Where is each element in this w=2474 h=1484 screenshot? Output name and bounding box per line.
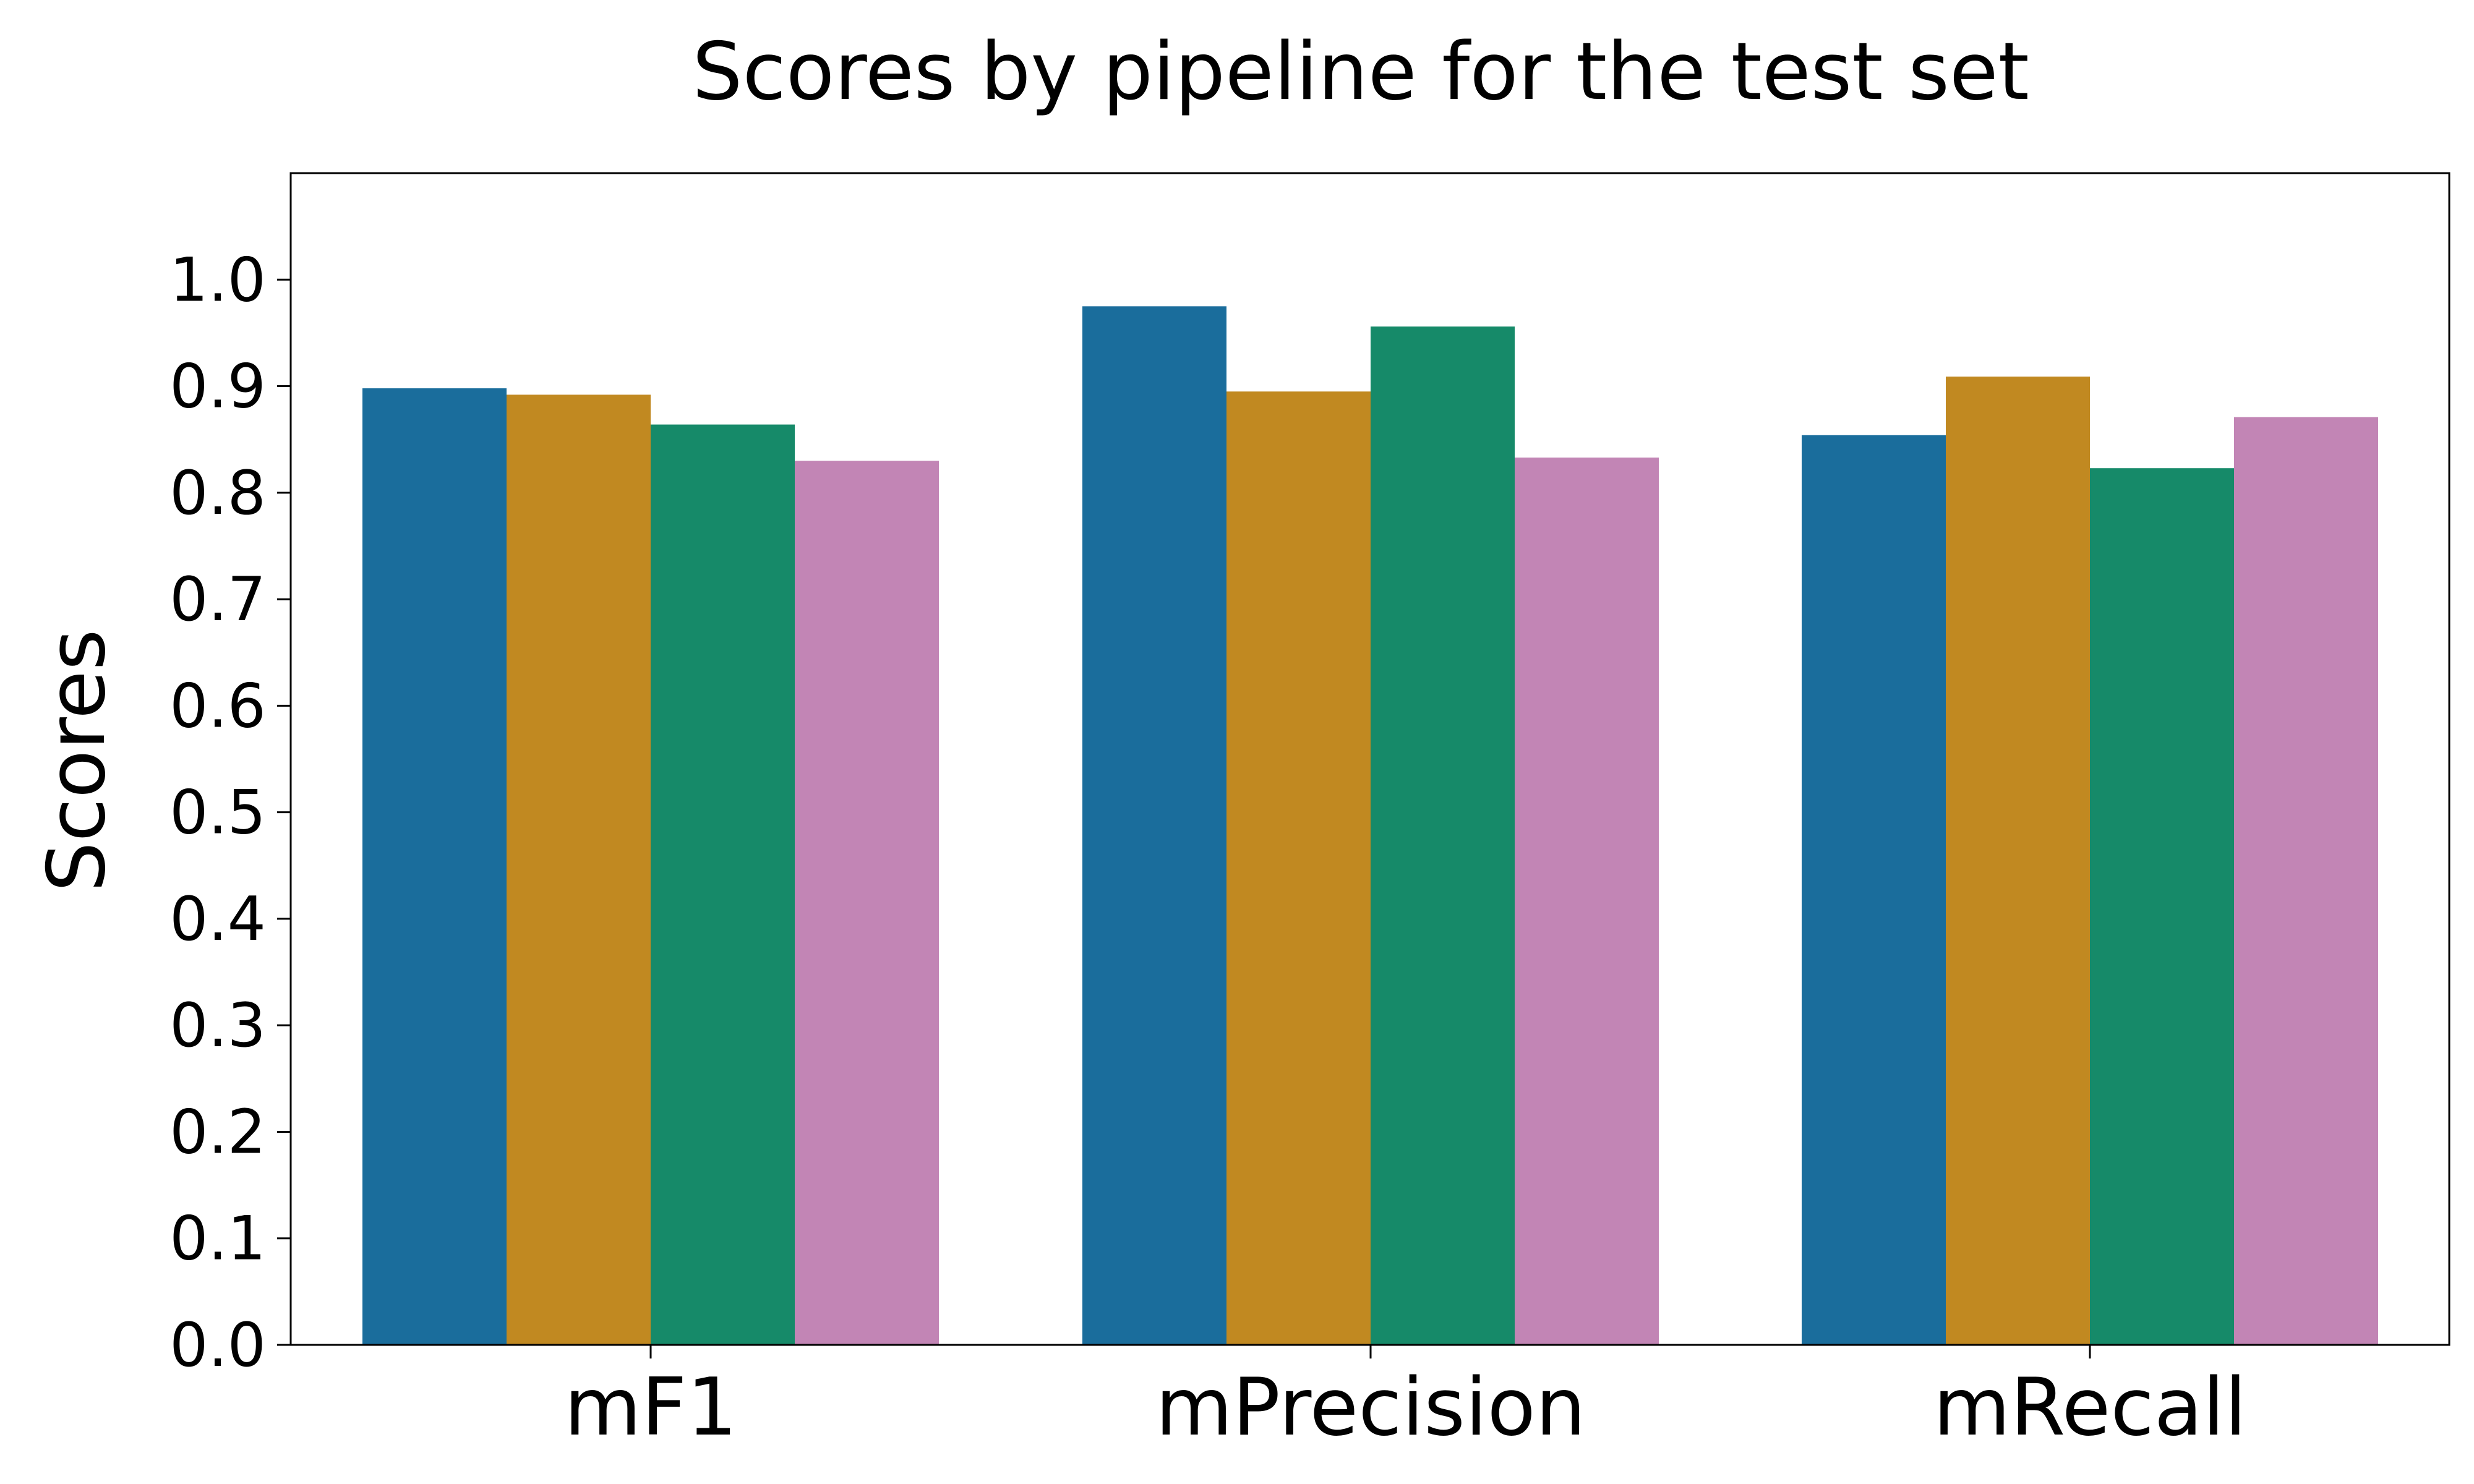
y-tick-label: 0.7 [169, 565, 266, 635]
y-tick-label: 1.0 [169, 245, 266, 315]
bar-mprecision-series-4 [1515, 457, 1659, 1345]
y-tick-label: 0.8 [169, 458, 266, 529]
y-tick-label: 0.3 [169, 991, 266, 1061]
x-tick-label-mf1: mF1 [564, 1362, 737, 1454]
bar-mf1-series-2 [507, 394, 651, 1345]
bar-mrecall-series-4 [2234, 417, 2378, 1345]
x-axis: mF1 mPrecision mRecall [564, 1345, 2246, 1454]
chart-title: Scores by pipeline for the test set [692, 26, 2029, 118]
y-axis-label: Scores [31, 629, 123, 892]
x-tick-label-mprecision: mPrecision [1155, 1362, 1586, 1454]
y-tick-label: 0.2 [169, 1097, 266, 1167]
plot-frame [289, 172, 2450, 1346]
bar-mf1-series-4 [795, 461, 939, 1345]
bar-mrecall-series-1 [1802, 435, 1946, 1345]
bar-mf1-series-3 [651, 424, 795, 1345]
bar-mrecall-series-3 [2090, 468, 2234, 1345]
y-tick-label: 0.5 [169, 778, 266, 848]
y-axis: 0.0 0.1 0.2 0.3 0.4 0.5 0.6 0.7 0.8 0.9 1.0 [169, 245, 291, 1381]
bar-mf1-series-1 [362, 388, 507, 1345]
y-tick-label: 0.4 [169, 884, 266, 955]
bar-mprecision-series-2 [1226, 391, 1371, 1345]
y-tick-label: 0.0 [169, 1310, 266, 1381]
x-tick-label-mrecall: mRecall [1933, 1362, 2247, 1454]
bar-mrecall-series-2 [1946, 377, 2090, 1345]
bar-mprecision-series-3 [1371, 326, 1515, 1345]
y-tick-label: 0.6 [169, 671, 266, 741]
y-tick-label: 0.1 [169, 1204, 266, 1274]
bars-group [362, 306, 2378, 1345]
bar-mprecision-series-1 [1082, 306, 1226, 1345]
y-tick-label: 0.9 [169, 352, 266, 422]
